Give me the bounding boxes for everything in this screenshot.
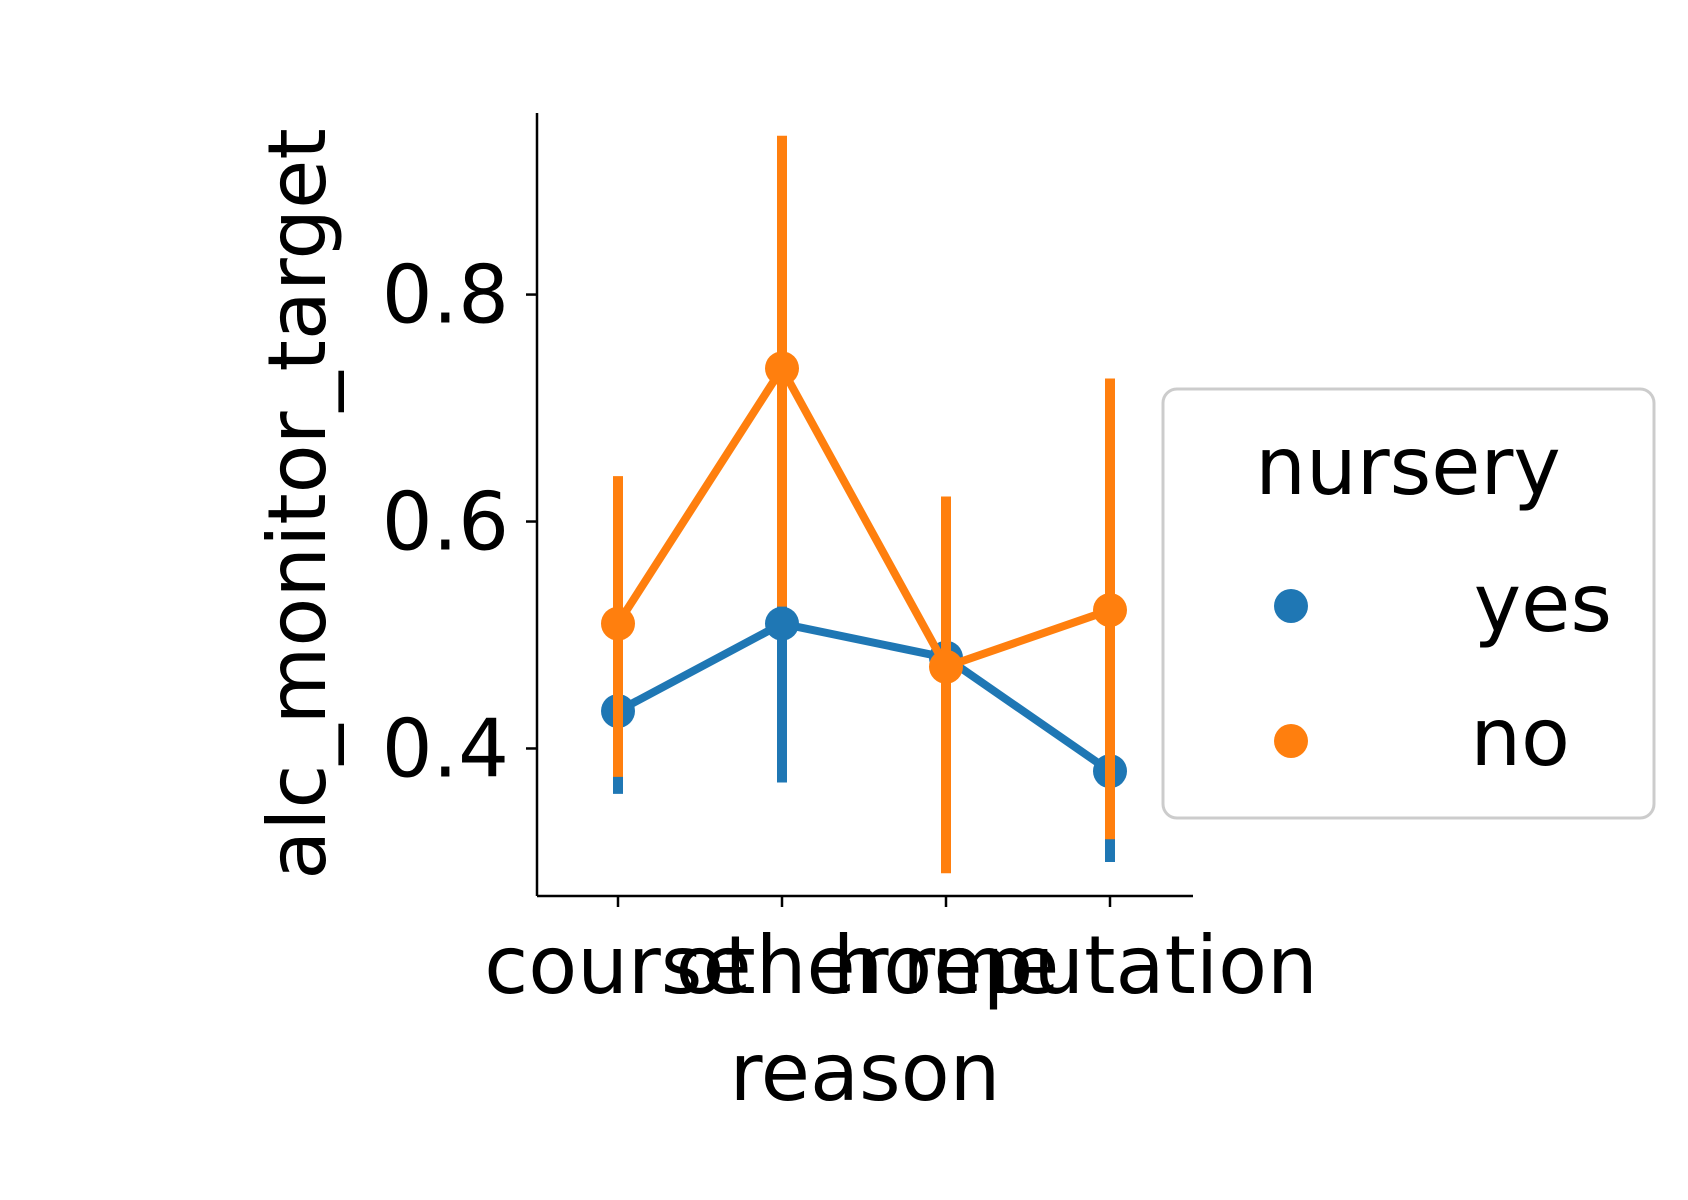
y-tick-label: 0.4 — [382, 702, 509, 795]
data-point — [765, 606, 799, 641]
x-tick-label: course — [484, 919, 751, 1012]
y-tick-label: 0.6 — [382, 476, 509, 569]
legend-marker-yes — [1274, 589, 1308, 623]
legend-frame — [1161, 387, 1656, 820]
data-point — [1093, 593, 1127, 628]
legend-label-no: no — [1470, 691, 1570, 784]
plot-area — [601, 135, 1127, 874]
data-point — [601, 606, 635, 641]
legend: nursery yes no — [1161, 387, 1656, 820]
data-point — [765, 351, 799, 386]
legend-marker-no — [1274, 724, 1308, 758]
x-tick-label: other — [675, 919, 888, 1012]
y-tick-label: 0.8 — [382, 249, 509, 342]
x-tick-label: reputation — [902, 919, 1317, 1012]
x-axis-label: reason — [730, 1026, 1001, 1119]
series-line — [616, 619, 1113, 775]
legend-title: nursery — [1255, 420, 1560, 513]
data-point — [929, 649, 963, 684]
x-tick-label: home — [833, 919, 1060, 1012]
series-line — [614, 364, 1112, 671]
axes — [535, 113, 1193, 898]
series-no — [601, 135, 1127, 874]
legend-label-yes: yes — [1474, 557, 1612, 650]
series-yes — [601, 510, 1127, 862]
y-axis-label: alc_monitor_target — [251, 128, 344, 879]
